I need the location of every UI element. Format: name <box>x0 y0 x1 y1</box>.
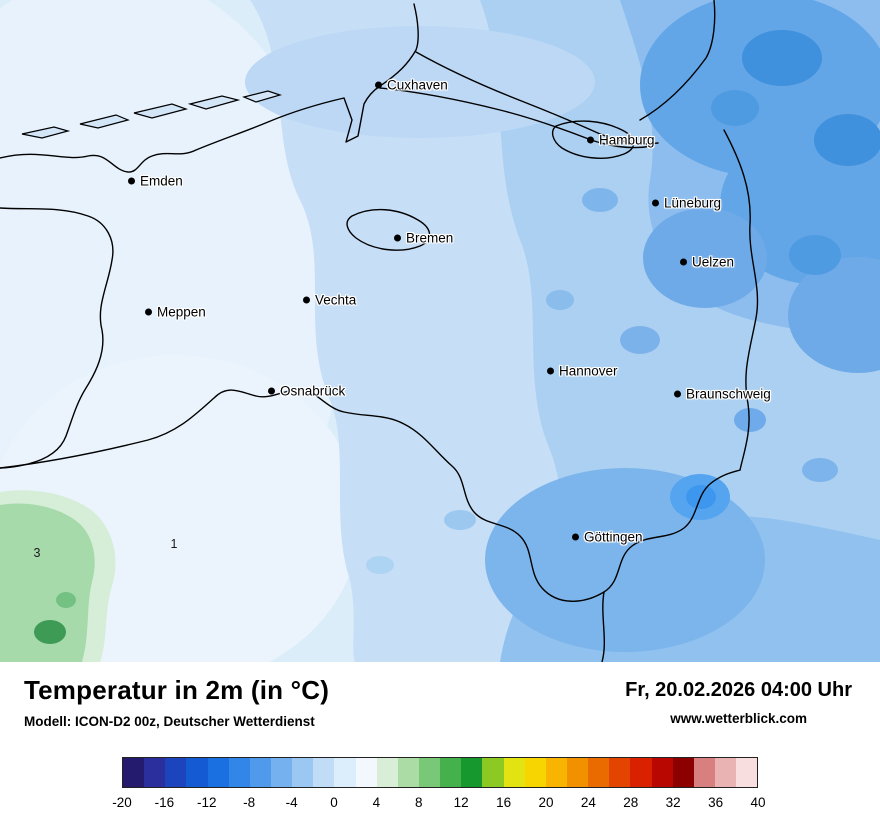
legend-tick: 36 <box>708 795 724 810</box>
legend-color-cell <box>418 758 441 787</box>
legend-color-cell <box>693 758 715 787</box>
legend-color-cell <box>566 758 589 787</box>
legend-color-cell <box>228 758 250 787</box>
legend-tick: 4 <box>372 795 381 810</box>
info-panel: Temperatur in 2m (in °C) Modell: ICON-D2… <box>0 662 880 830</box>
legend-tick: 40 <box>750 795 766 810</box>
legend-color-cell <box>313 758 335 787</box>
legend-color-cell <box>736 758 758 787</box>
legend-color-cell <box>588 758 610 787</box>
field-speckle-5 <box>802 458 838 482</box>
legend-tick: 20 <box>538 795 554 810</box>
website-url: www.wetterblick.com <box>670 711 807 726</box>
field-ne-spot-1 <box>742 30 822 86</box>
temperature-field-map <box>0 0 880 662</box>
legend-tick: -12 <box>197 795 217 810</box>
field-green-dark <box>34 620 66 644</box>
legend-color-cell <box>144 758 166 787</box>
legend-tick: 32 <box>665 795 681 810</box>
field-ne-spot-4 <box>789 235 841 275</box>
legend-tick: -16 <box>154 795 175 810</box>
title-block: Temperatur in 2m (in °C) Modell: ICON-D2… <box>24 675 329 729</box>
legend-color-cell <box>123 758 145 787</box>
field-green <box>0 503 95 662</box>
border-south <box>0 389 741 602</box>
legend-tick: 24 <box>580 795 596 810</box>
hamburg-state-border <box>551 120 635 159</box>
field-ne-spot-3 <box>711 90 759 126</box>
model-info: Modell: ICON-D2 00z, Deutscher Wetterdie… <box>24 714 315 729</box>
legend-tick: 0 <box>330 795 338 810</box>
island-5 <box>242 90 283 103</box>
legend-color-cell <box>165 758 187 787</box>
legend-color-cell <box>292 758 314 787</box>
legend-color-cell <box>630 758 652 787</box>
island-1 <box>21 126 71 139</box>
field-speckle-4 <box>734 408 766 432</box>
legend-color-cell <box>524 758 546 787</box>
legend-color-cell <box>249 758 271 787</box>
datetime-block: Fr, 20.02.2026 04:00 Uhr www.wetterblick… <box>625 675 852 726</box>
legend-color-cell <box>545 758 567 787</box>
legend-color-cell <box>609 758 631 787</box>
island-2 <box>79 114 130 129</box>
legend-tick-labels: -20 -16 -12 -8 -4 0 4 8 12 16 20 24 28 32 36 40 <box>112 795 765 813</box>
legend-tick: 16 <box>496 795 512 810</box>
island-4 <box>187 95 241 110</box>
legend-color-cell <box>482 758 504 787</box>
map-title: Temperatur in 2m (in °C) <box>24 675 330 705</box>
legend-tick: -8 <box>243 795 256 810</box>
forecast-datetime: Fr, 20.02.2026 04:00 Uhr <box>625 679 852 701</box>
legend-color-cell <box>270 758 293 787</box>
island-3 <box>133 103 189 119</box>
legend-color-cell <box>397 758 419 787</box>
border-west <box>0 207 114 469</box>
field-green-mid <box>56 592 76 608</box>
legend-color-cell <box>207 758 229 787</box>
legend-color-cell <box>651 758 673 787</box>
legend-color-cell <box>440 758 462 787</box>
legend-color-cell <box>334 758 356 787</box>
legend-tick: 28 <box>623 795 639 810</box>
field-ne-deep-4 <box>788 257 880 373</box>
legend-color-cell <box>714 758 737 787</box>
field-speckle-7 <box>366 556 394 574</box>
field-speckle-6 <box>444 510 476 530</box>
elbe-north-bank <box>415 51 659 145</box>
field-speckle-2 <box>546 290 574 310</box>
legend-color-cell <box>503 758 525 787</box>
legend-tick: 12 <box>453 795 469 810</box>
legend-color-cell <box>672 758 694 787</box>
legend-color-cell <box>355 758 377 787</box>
legend-color-cell <box>461 758 483 787</box>
legend-tick: 8 <box>415 795 423 810</box>
legend-tick: -20 <box>112 795 132 810</box>
legend-tick: -4 <box>285 795 298 810</box>
field-coast-band <box>245 26 595 138</box>
elbe-south-bank <box>379 87 653 149</box>
legend-color-cell <box>186 758 208 787</box>
border-south-branch <box>601 591 605 662</box>
field-speckle-1 <box>582 188 618 212</box>
field-speckle-3 <box>620 326 660 354</box>
field-ne-spot-2 <box>814 114 880 166</box>
legend-color-cell <box>376 758 398 787</box>
field-ne-deep-3 <box>643 208 767 308</box>
border-schleswig <box>639 0 716 121</box>
bremen-state-border <box>346 208 431 251</box>
border-east <box>723 129 759 471</box>
weather-map: Cuxhaven Hamburg Emden Lüneburg Bremen Uelzen… <box>0 0 880 662</box>
coastline <box>0 3 419 173</box>
legend-colorbar <box>122 757 758 788</box>
